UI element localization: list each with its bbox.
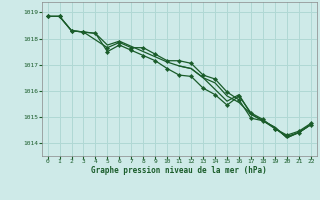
X-axis label: Graphe pression niveau de la mer (hPa): Graphe pression niveau de la mer (hPa) [91,166,267,175]
